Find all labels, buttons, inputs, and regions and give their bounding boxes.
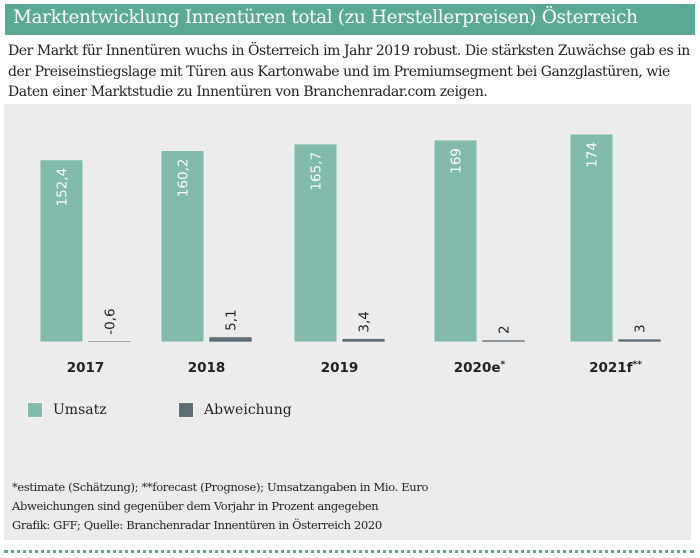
bar-chart: 152,4 -0,6 2017 160,2 5,1 2018 165,7 3,4 2019 169… xyxy=(39,133,662,376)
umsatz-bar-2019 xyxy=(293,143,338,343)
umsatz-label-2018: 160,2 xyxy=(176,158,192,197)
footnotes: *estimate (Schätzung); **forecast (Progn… xyxy=(12,478,428,535)
category-label-2017: 2017 xyxy=(67,360,105,376)
umsatz-label-2019: 165,7 xyxy=(309,152,325,191)
umsatz-bar-2021f xyxy=(569,133,614,343)
abweichung-label-2017: -0,6 xyxy=(103,308,119,334)
category-label-2018: 2018 xyxy=(188,360,226,376)
umsatz-bar-2017 xyxy=(39,159,84,343)
abweichung-label-2018: 5,1 xyxy=(224,309,240,330)
chart-panel: 152,4 -0,6 2017 160,2 5,1 2018 165,7 3,4 2019 169… xyxy=(4,104,691,540)
bottom-divider xyxy=(4,550,694,553)
intro-text: Der Markt für Innentüren wuchs in Österr… xyxy=(8,43,690,100)
abweichung-bar-2020e xyxy=(481,339,526,343)
category-label-2019: 2019 xyxy=(321,360,359,376)
abweichung-bar-2019 xyxy=(341,338,386,343)
abweichung-label-2019: 3,4 xyxy=(357,311,373,332)
legend-item-abweichung: Abweichung xyxy=(178,401,292,419)
umsatz-bar-2020e xyxy=(433,139,478,343)
abweichung-bar-2018 xyxy=(208,336,253,343)
umsatz-label-2017: 152,4 xyxy=(55,168,71,207)
category-label-2020e: 2020e* xyxy=(454,360,506,376)
legend-item-umsatz: Umsatz xyxy=(27,401,107,419)
abweichung-bar-2017 xyxy=(87,340,132,343)
legend-swatch-abweichung xyxy=(178,402,194,418)
legend-swatch-umsatz xyxy=(27,402,43,418)
page-title: Marktentwicklung Innentüren total (zu He… xyxy=(13,7,638,28)
footnote-source: Grafik: GFF; Quelle: Branchenradar Innen… xyxy=(12,518,382,532)
legend-label-umsatz: Umsatz xyxy=(53,402,107,418)
category-label-2021f: 2021f** xyxy=(589,360,642,376)
title-band: Marktentwicklung Innentüren total (zu He… xyxy=(5,4,695,35)
footnote-deviation: Abweichungen sind gegenüber dem Vorjahr … xyxy=(12,499,379,513)
umsatz-bar-2018 xyxy=(160,150,205,343)
abweichung-label-2021f: 3 xyxy=(633,324,649,333)
umsatz-label-2020e: 169 xyxy=(449,148,465,174)
legend-label-abweichung: Abweichung xyxy=(204,402,292,418)
abweichung-bar-2021f xyxy=(617,338,662,343)
abweichung-label-2020e: 2 xyxy=(497,325,513,334)
footnote-estimate: *estimate (Schätzung); **forecast (Progn… xyxy=(12,480,429,494)
umsatz-label-2021f: 174 xyxy=(585,142,601,168)
